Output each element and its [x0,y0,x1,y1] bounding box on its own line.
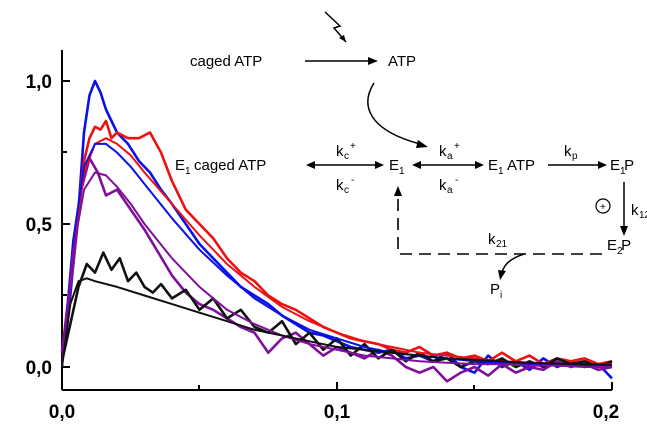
reaction-scheme: caged ATP ATP E 1 caged ATP k c + k c - … [175,11,647,301]
e2p-sub: 2 [617,246,623,257]
y-tick-label-1: 0,5 [26,215,53,236]
k12-sub: 12 [639,210,647,221]
arrow-kc-left-head [306,161,315,169]
arrow-ka-right-head [475,161,484,169]
e1-atp-sub: 1 [498,166,504,177]
kc-minus-k: k [336,177,344,194]
kc-plus-sup: + [350,141,356,152]
arrow-k12-head [620,226,628,236]
x-ticks [61,382,613,390]
ka-plus-sub: a [447,151,453,162]
y-tick-label-0: 0,0 [26,358,52,379]
y-tick-label-2: 1,0 [26,72,52,93]
k21-sub: 21 [496,239,508,250]
ka-plus-k: k [439,143,447,160]
ka-minus-k: k [439,177,447,194]
series-fit-7 [61,277,613,368]
y-ticks [62,80,70,368]
arrow-caged-to-atp-head [368,57,378,65]
arrow-kp-head [598,161,607,169]
kc-minus-sup: - [351,175,354,186]
kc-minus-sub: c [344,185,349,196]
circled-plus-label: + [600,202,606,213]
x-tick-label-0: 0,0 [49,402,75,423]
e1p-sub: 1 [620,166,626,177]
e1-caged-atp-label: caged ATP [194,157,266,174]
x-tick-label-2: 0,2 [593,402,619,423]
arrow-atp-to-e1-head [416,140,428,148]
e1p-e: E P [610,157,634,174]
k12-k: k [631,202,639,219]
series-trace-2 [60,156,613,383]
caged-atp-label: caged ATP [190,53,262,70]
e1-atp-e: E [488,157,498,174]
series-layer [60,79,613,383]
e1-atp-label: ATP [507,157,535,174]
arrow-kc-right-head [375,161,384,169]
x-tick-label-1: 0,1 [324,402,351,423]
flash-icon [324,11,347,43]
e1-label: E [389,157,399,174]
kc-plus-sub: c [344,151,349,162]
kp-sub: p [572,151,578,162]
arrow-pi-release [501,253,525,273]
dashed-return-path [397,196,602,255]
ka-plus-sup: + [454,141,460,152]
e2p-e: E P [607,237,631,254]
atp-label: ATP [388,53,416,70]
e1-caged-atp-sub: 1 [185,166,191,177]
pi-sub: i [500,290,502,301]
arrow-atp-to-e1 [367,82,421,145]
series-fit-5 [61,142,612,368]
series-trace-1 [60,119,613,366]
ka-minus-sub: a [447,185,453,196]
kp-k: k [564,143,572,160]
dashed-return-head [394,186,402,196]
ka-minus-sup: - [455,175,458,186]
e1-sub: 1 [399,166,405,177]
pi-p: P [490,281,500,298]
e1-caged-atp-e: E [175,157,185,174]
arrow-pi-release-head [498,270,506,280]
arrow-ka-left-head [412,161,421,169]
flash-arrowhead [339,35,346,42]
kc-plus-k: k [336,143,344,160]
circled-plus-icon [595,198,611,214]
k21-k: k [488,231,496,248]
